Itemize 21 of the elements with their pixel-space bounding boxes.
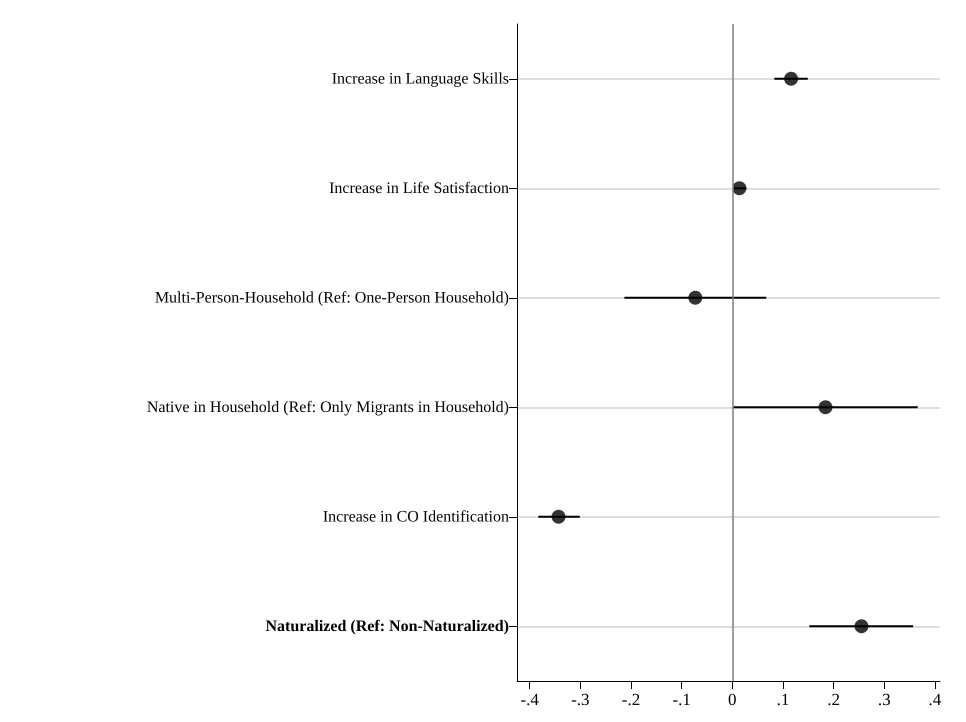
x-tick-label: .1 [776, 690, 790, 709]
x-tick-label: .4 [928, 690, 942, 709]
y-tick-label: Increase in Language Skills [332, 70, 509, 88]
point [552, 510, 566, 524]
x-tick-label: 0 [728, 690, 737, 709]
x-tick-label: -.1 [672, 690, 691, 709]
point [854, 619, 868, 634]
x-tick-label: -.4 [520, 690, 540, 709]
point [732, 181, 746, 196]
x-tick-label: .2 [827, 690, 840, 709]
y-tick-label: Native in Household (Ref: Only Migrants in Household) [146, 398, 509, 416]
x-tick-label: -.3 [571, 690, 590, 709]
point [818, 400, 833, 414]
y-tick-label: Multi-Person-Household (Ref: One-Person Household) [154, 289, 509, 306]
x-tick-label: -.2 [622, 690, 640, 709]
point [688, 290, 702, 305]
x-tick-label: .3 [878, 690, 891, 709]
y-tick-label: Increase in CO Identification [322, 508, 509, 526]
point [784, 72, 798, 86]
y-tick-label: Increase in Life Satisfaction [329, 180, 509, 197]
y-tick-label: Naturalized (Ref: Non-Naturalized) [266, 618, 509, 635]
